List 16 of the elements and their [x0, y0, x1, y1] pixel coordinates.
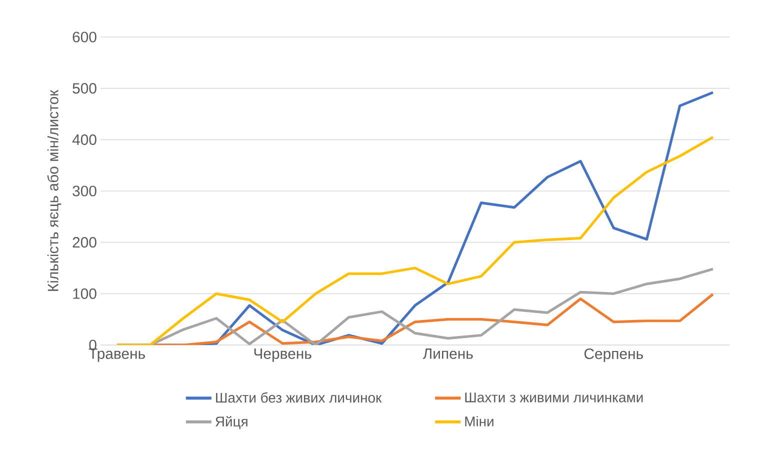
- x-tick-label: Червень: [254, 348, 312, 362]
- x-tick-label: Травень: [88, 348, 145, 362]
- y-tick-label: 200: [72, 237, 96, 248]
- line-series: [116, 136, 714, 345]
- legend-label: Міни: [465, 416, 494, 426]
- y-tick-label: 500: [72, 83, 96, 94]
- y-tick-label: 600: [72, 32, 96, 42]
- legend-label: Шахти без живих личинок: [216, 392, 382, 403]
- y-tick-label: 300: [72, 186, 96, 196]
- x-tick-label: Серпень: [584, 348, 643, 362]
- legend-label: Яйця: [216, 416, 248, 430]
- y-tick-label: 100: [73, 288, 96, 299]
- x-tick-label: Липень: [422, 348, 473, 359]
- y-tick-label: 400: [72, 134, 96, 145]
- y-axis-title: Кількість яєць або мін/листок: [47, 90, 62, 291]
- legend-label: Шахти з живими личинками: [465, 392, 643, 402]
